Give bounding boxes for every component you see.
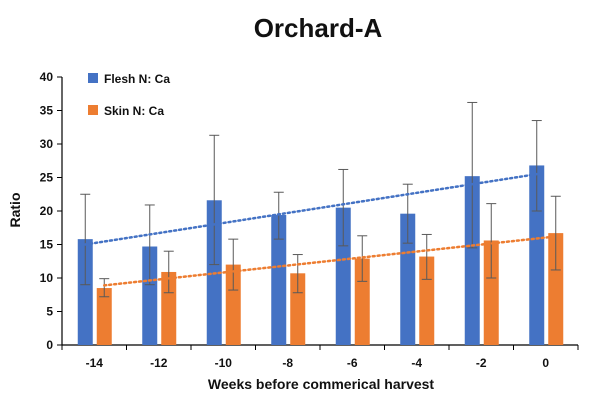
bar-flesh <box>77 239 93 345</box>
legend-label-flesh: Flesh N: Ca <box>104 72 170 86</box>
y-tick-label: 35 <box>40 104 54 118</box>
x-tick-label: -10 <box>215 356 233 370</box>
x-axis-label: Weeks before commerical harvest <box>208 376 435 392</box>
bar-flesh <box>464 176 480 345</box>
legend-swatch-skin <box>88 105 98 115</box>
bar-skin <box>161 271 177 345</box>
bar-flesh <box>271 215 287 345</box>
x-tick-label: -12 <box>150 356 168 370</box>
x-tick-label: -2 <box>476 356 487 370</box>
x-tick-label: -8 <box>282 356 293 370</box>
bar-skin <box>290 273 306 345</box>
x-tick-label: -4 <box>411 356 422 370</box>
bars <box>77 165 564 345</box>
bar-skin <box>483 240 499 345</box>
bar-skin <box>354 258 370 345</box>
y-tick-label: 15 <box>40 238 54 252</box>
bar-flesh <box>400 213 416 345</box>
y-tick-label: 5 <box>46 305 53 319</box>
chart-title: Orchard-A <box>254 13 383 43</box>
bar-skin <box>419 256 435 345</box>
bar-flesh <box>529 165 545 345</box>
y-tick-label: 25 <box>40 171 54 185</box>
x-tick-label: -6 <box>347 356 358 370</box>
y-tick-label: 30 <box>40 137 54 151</box>
bar-skin <box>225 264 241 345</box>
trendline-skin <box>103 235 557 287</box>
y-tick-label: 40 <box>40 70 54 84</box>
x-tick-label: -14 <box>86 356 104 370</box>
y-tick-label: 10 <box>40 271 54 285</box>
bar-skin <box>96 288 112 345</box>
bar-flesh <box>142 246 158 345</box>
trendline-flesh <box>84 172 538 246</box>
bar-skin <box>548 233 564 345</box>
error-bars <box>80 101 561 298</box>
trendlines <box>84 172 557 287</box>
bar-flesh <box>335 207 351 345</box>
x-tick-label: 0 <box>542 356 549 370</box>
legend-label-skin: Skin N: Ca <box>104 104 164 118</box>
y-tick-label: 0 <box>46 338 53 352</box>
axes: 0 5 10 15 20 25 30 35 40 -14 -12 -10 -8 -6 -4 -2 0 <box>40 70 579 370</box>
y-axis-label: Ratio <box>7 193 23 228</box>
legend-swatch-flesh <box>88 73 98 83</box>
y-tick-label: 20 <box>40 204 54 218</box>
legend: Flesh N: Ca Skin N: Ca <box>88 72 170 118</box>
